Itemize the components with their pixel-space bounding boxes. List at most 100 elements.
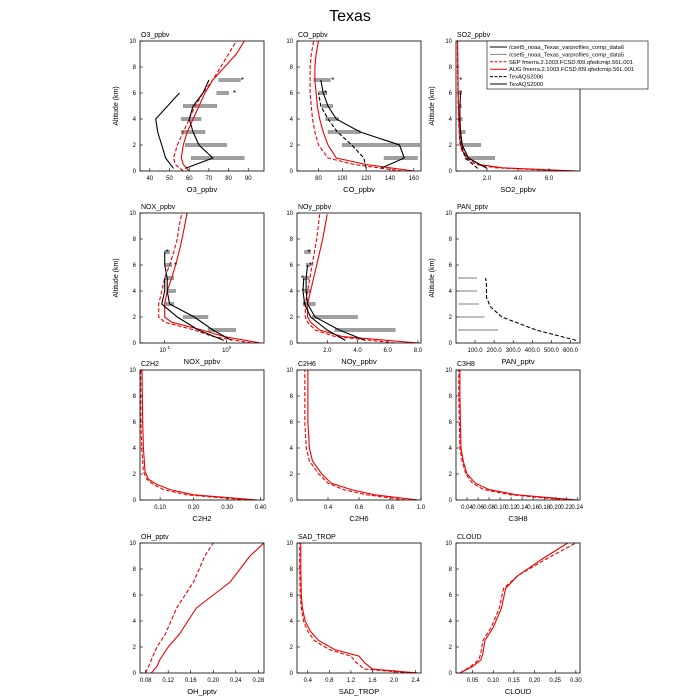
series-line-aug-model [307,214,419,343]
x-tick-label: 1.6 [368,678,377,684]
panel-title: O3_ppbv [141,32,170,39]
x-tick-label: 40 [146,176,153,182]
x-tick-label: 0.16 [185,678,197,684]
chart-panel-nox-ppbv: NOX_ppbv**024681010-1100NOX_ppbvAltitude… [113,204,265,366]
y-tick-label: 4 [449,289,453,295]
y-tick-label: 8 [449,394,453,400]
x-tick-label: 0.6 [355,505,364,511]
x-axis-label: NOy_ppbv [341,357,377,366]
plot-frame [455,212,581,344]
x-tick-label: 0.05 [467,678,479,684]
x-tick-label: 2.0 [483,176,492,182]
star-marker: * [301,287,304,296]
error-bar [164,263,172,267]
y-tick-label: 6 [290,420,294,426]
y-tick-label: 2 [449,472,453,478]
x-axis-label: C3H8 [508,514,527,523]
x-tick-label: 0.24 [571,505,583,511]
figure-title: Texas [329,8,371,25]
y-tick-label: 10 [445,211,452,217]
y-tick-label: 2 [133,143,137,149]
y-tick-label: 8 [449,65,453,71]
y-axis-label: Altitude (km) [429,258,436,297]
y-tick-label: 8 [290,237,294,243]
x-tick-label: 120 [361,176,372,182]
error-bar [305,263,311,267]
x-tick-label: 0.24 [230,678,242,684]
star-marker: * [174,261,177,270]
chart-panel-co-ppbv: CO_ppbv * * 0 2 4 6 8 10 80 100 120 140 160 CO_ppbv [286,32,422,194]
panel-title: SO2_ppbv [457,32,491,39]
y-tick-label: 10 [286,368,293,374]
error-bar [313,78,331,82]
chart-panel-noy-ppbv: NOy_ppbv * * * * * 0 2 4 6 8 10 2.0 4.0 6.0 8.0 NOy_ppbv [286,204,422,366]
x-tick-label: 90 [245,176,252,182]
error-bar [304,250,311,254]
y-tick-label: 4 [449,117,453,123]
y-tick-label: 0 [449,498,453,504]
error-bar [327,130,361,134]
y-tick-label: 2 [133,472,137,478]
x-tick-label: 100 [337,176,348,182]
series-line-texaqs2000 [320,79,405,169]
y-tick-label: 6 [290,263,294,269]
x-axis-label: SAD_TROP [339,687,379,696]
x-tick-label: 0.8 [386,505,395,511]
plot-frame [139,40,265,172]
x-tick-label: 200.0 [487,348,503,354]
legend-box [486,40,649,90]
x-tick-label: 80 [315,176,322,182]
series-line-sep-model [140,370,248,500]
error-bar [334,328,396,332]
y-axis-label: Altitude (km) [429,86,436,125]
series-line-sep-model [145,543,214,673]
y-tick-label: 6 [449,91,453,97]
error-bar [167,289,176,293]
x-tick-label: 0.12 [162,678,174,684]
series-line-sep-model [458,370,567,500]
x-tick-label: 8.0 [414,348,423,354]
y-tick-label: 10 [129,39,136,45]
x-tick-label: 0.28 [253,678,265,684]
plot-frame [139,369,265,501]
chart-panel-c2h2: C2H2 0 2 4 6 8 10 0.10 0.20 0.30 0.40 C2H2 [129,361,267,523]
y-tick-label: 0 [133,671,137,677]
x-tick-label: 0.22 [560,505,572,511]
x-tick-label: 0.10 [487,678,499,684]
x-tick-label: 1.2 [347,678,356,684]
panel-title: CLOUD [457,534,482,541]
y-tick-label: 10 [286,211,293,217]
x-tick-label: 2.0 [390,678,399,684]
x-tick-label: 70 [206,176,213,182]
x-tick-label: 50 [166,176,173,182]
x-tick-label: 100.0 [468,348,484,354]
error-bar [465,156,495,160]
plot-frame [139,212,265,344]
series-line-sep-model [459,543,577,673]
series-line-sep-model [299,543,411,673]
plot-frame [296,40,422,172]
star-marker: * [331,76,334,85]
y-tick-label: 6 [449,420,453,426]
plot-frame [296,542,422,674]
y-tick-label: 6 [133,593,137,599]
x-tick-label: 500.0 [544,348,560,354]
panel-title: C2H2 [141,361,159,368]
plot-frame [139,542,265,674]
legend-label: /cset5_noaa_Texas_varprofiles_comp_data5 [509,52,624,58]
error-bar [185,143,227,147]
y-tick-label: 6 [290,593,294,599]
y-tick-label: 0 [449,169,453,175]
y-tick-label: 8 [449,237,453,243]
series-line-texaqs2006 [302,277,346,341]
y-tick-label: 2 [290,143,294,149]
panel-title: PAN_pptv [457,204,488,211]
y-tick-label: 10 [129,211,136,217]
x-tick-exponent: -1 [166,345,170,350]
y-tick-label: 6 [290,91,294,97]
y-tick-label: 4 [133,619,137,625]
series-line-texaqs2000 [185,79,214,169]
y-tick-label: 0 [133,169,137,175]
